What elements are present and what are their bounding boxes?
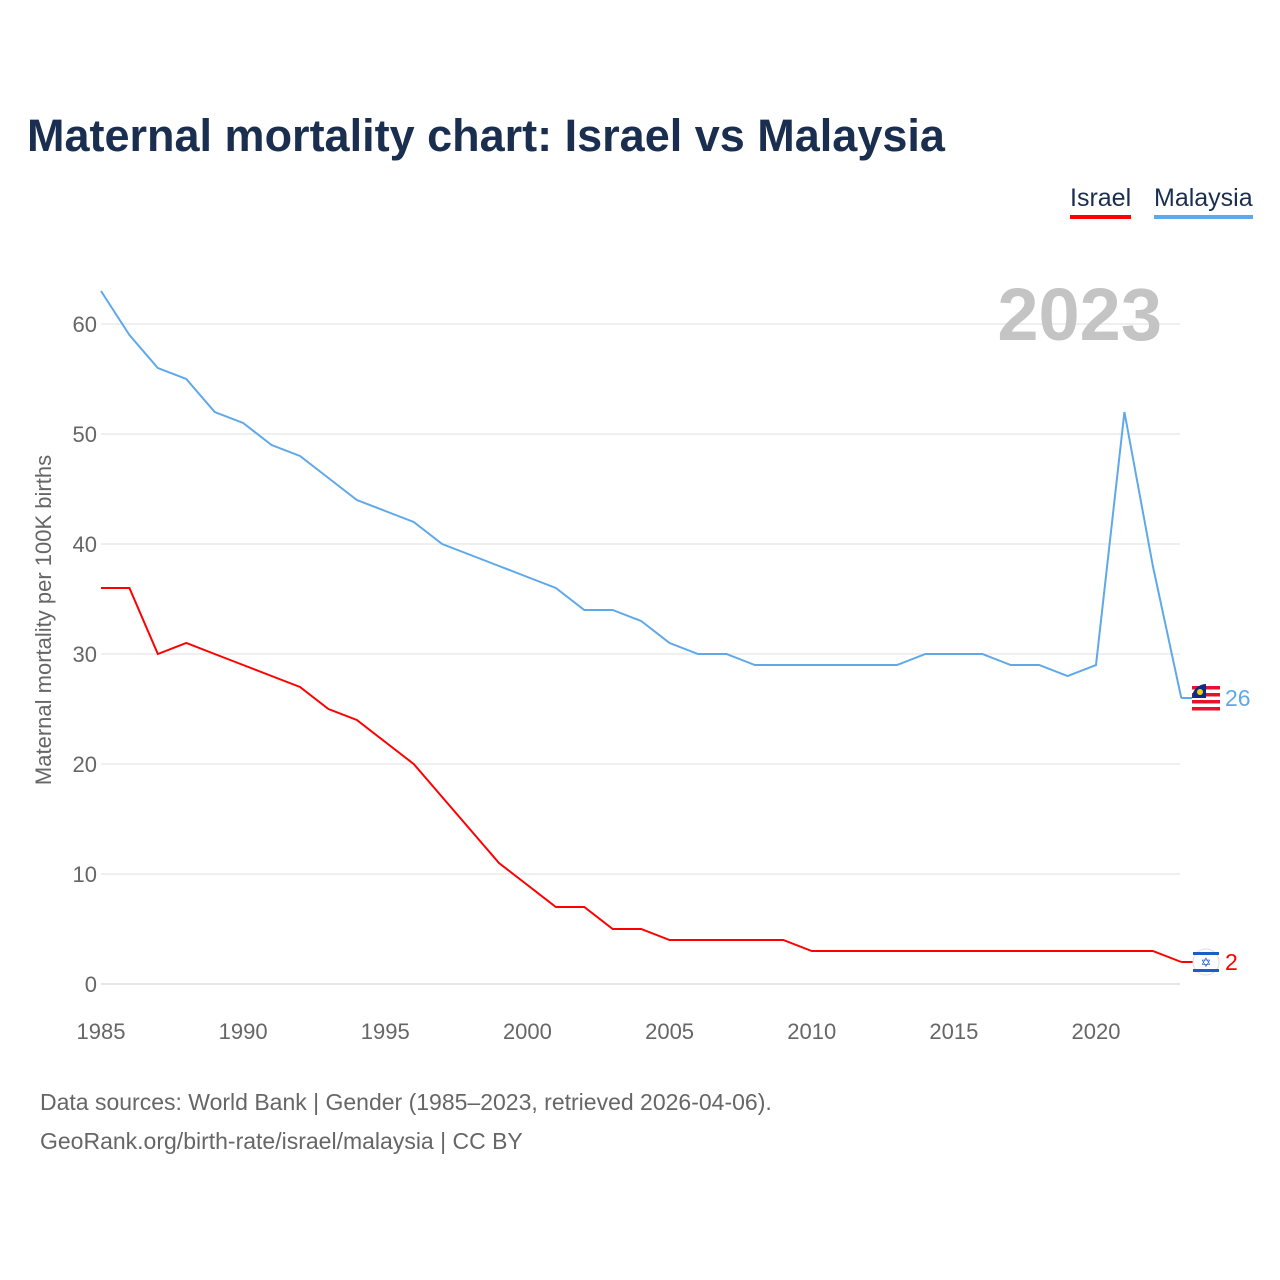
footer-sources: Data sources: World Bank | Gender (1985–…	[40, 1089, 772, 1115]
x-tick-label: 1990	[219, 1019, 268, 1044]
x-tick-label: 2015	[929, 1019, 978, 1044]
end-value-label: 26	[1225, 685, 1251, 711]
series-line-malaysia	[100, 290, 1183, 699]
series-line-israel	[101, 587, 1182, 963]
y-tick-label: 50	[73, 422, 97, 447]
legend-malaysia[interactable]: Malaysia	[1154, 184, 1253, 219]
israel-flag-stripe	[1193, 952, 1219, 955]
end-value-label: 2	[1225, 949, 1238, 975]
x-tick-label: 2000	[503, 1019, 552, 1044]
y-tick-label: 0	[85, 972, 97, 997]
year-label: 2023	[997, 273, 1162, 356]
y-tick-label: 30	[73, 642, 97, 667]
legend-israel[interactable]: Israel	[1070, 184, 1132, 219]
footer-url[interactable]: GeoRank.org/birth-rate/israel/malaysia |…	[40, 1128, 523, 1154]
chart-title: Maternal mortality chart: Israel vs Mala…	[27, 110, 945, 161]
malaysia-flag-stripe	[1192, 700, 1220, 704]
x-tick-label: 2020	[1072, 1019, 1121, 1044]
y-tick-label: 20	[73, 752, 97, 777]
x-tick-label: 1985	[77, 1019, 126, 1044]
malaysia-flag-crescent	[1197, 689, 1203, 695]
star-of-david-icon: ✡	[1201, 955, 1212, 970]
israel-flag-stripe	[1193, 969, 1219, 972]
y-tick-label: 10	[73, 862, 97, 887]
y-tick-label: 40	[73, 532, 97, 557]
y-tick-label: 60	[73, 312, 97, 337]
x-tick-label: 2005	[645, 1019, 694, 1044]
x-tick-label: 2010	[787, 1019, 836, 1044]
x-tick-label: 1995	[361, 1019, 410, 1044]
malaysia-flag-stripe	[1192, 707, 1220, 711]
israel-flag-icon	[1192, 948, 1220, 976]
y-axis-label: Maternal mortality per 100K births	[31, 454, 56, 786]
